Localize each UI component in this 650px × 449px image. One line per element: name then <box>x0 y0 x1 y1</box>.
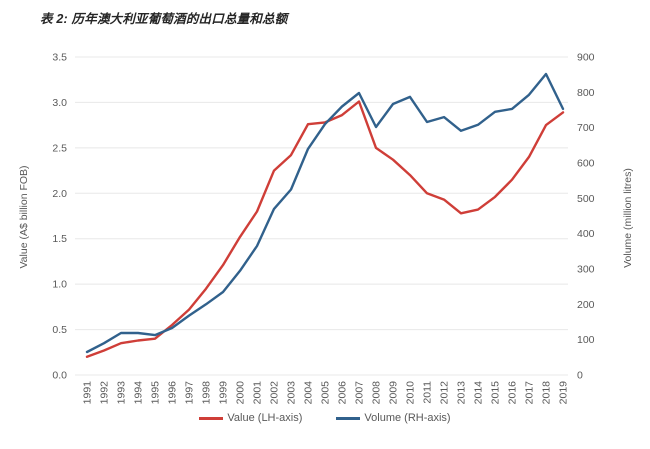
x-axis-tick-label: 2011 <box>422 381 434 404</box>
x-axis-tick-label: 1995 <box>150 381 162 405</box>
x-axis-tick-label: 2003 <box>286 381 298 405</box>
legend-item-value: Value (LH-axis) <box>199 412 302 424</box>
x-axis-tick-label: 2017 <box>524 381 536 405</box>
x-axis-tick-label: 2001 <box>252 381 264 405</box>
x-axis-tick-label: 2006 <box>337 381 349 405</box>
volume-line <box>85 72 565 354</box>
x-axis-tick-label: 2010 <box>405 381 417 405</box>
x-axis-tick-label: 1994 <box>133 381 145 405</box>
x-axis-tick-label: 2000 <box>235 381 247 405</box>
volume-line-swatch <box>336 416 361 420</box>
left-axis-tick-label: 0.5 <box>52 324 67 336</box>
x-axis-tick-label: 2004 <box>303 381 315 405</box>
x-axis-tick-label: 2013 <box>456 381 468 405</box>
right-axis-tick-label: 0 <box>577 370 583 382</box>
right-axis-tick-label: 900 <box>577 52 595 64</box>
x-axis-tick-label: 1991 <box>82 381 94 405</box>
x-axis-tick-label: 2008 <box>371 381 383 405</box>
value-line-swatch <box>199 416 224 420</box>
left-axis-tick-label: 3.5 <box>52 52 67 64</box>
left-axis-tick-label: 1.0 <box>52 279 67 291</box>
x-axis-tick-label: 2007 <box>354 381 366 405</box>
x-axis-tick-label: 1996 <box>167 381 179 405</box>
left-axis-tick-label: 3.0 <box>52 97 67 109</box>
right-axis-tick-label: 200 <box>577 299 595 311</box>
x-axis-tick-label: 2016 <box>507 381 519 405</box>
x-axis-tick-label: 2015 <box>490 381 502 405</box>
left-axis-tick-label: 2.0 <box>52 188 67 200</box>
x-axis-tick-label: 2012 <box>439 381 451 405</box>
chart-title: 表 2: 历年澳大利亚葡萄酒的出口总量和总额 <box>40 12 288 26</box>
x-axis-tick-label: 1993 <box>116 381 128 405</box>
x-axis-tick-label: 1992 <box>99 381 111 405</box>
left-axis-title: Value (A$ billion FOB) <box>18 165 30 268</box>
legend-label-value: Value (LH-axis) <box>227 412 303 424</box>
x-axis-tick-label: 2014 <box>473 381 485 405</box>
legend-label-volume: Volume (RH-axis) <box>364 412 451 424</box>
x-axis-tick-label: 2009 <box>388 381 400 405</box>
right-axis-tick-label: 100 <box>577 334 595 346</box>
chart-legend: Value (LH-axis) Volume (RH-axis) <box>0 412 650 424</box>
x-axis-tick-label: 2018 <box>541 381 553 405</box>
x-axis-tick-label: 1997 <box>184 381 196 405</box>
value-line <box>85 100 565 358</box>
left-axis-tick-label: 0.0 <box>52 370 67 382</box>
x-axis-tick-label: 2002 <box>269 381 281 405</box>
x-axis-tick-label: 2005 <box>320 381 332 405</box>
right-axis-tick-label: 800 <box>577 87 595 99</box>
x-axis-tick-label: 1999 <box>218 381 230 405</box>
right-axis-tick-label: 700 <box>577 122 595 134</box>
left-axis-tick-label: 2.5 <box>52 142 67 154</box>
x-axis-tick-label: 2019 <box>558 381 570 405</box>
right-axis-tick-label: 600 <box>577 158 595 170</box>
right-axis-tick-label: 400 <box>577 228 595 240</box>
left-axis-tick-label: 1.5 <box>52 233 67 245</box>
x-axis-tick-label: 1998 <box>201 381 213 405</box>
legend-item-volume: Volume (RH-axis) <box>336 412 451 424</box>
right-axis-tick-label: 300 <box>577 264 595 276</box>
right-axis-tick-label: 500 <box>577 193 595 205</box>
right-axis-title: Volume (million litres) <box>622 168 634 268</box>
